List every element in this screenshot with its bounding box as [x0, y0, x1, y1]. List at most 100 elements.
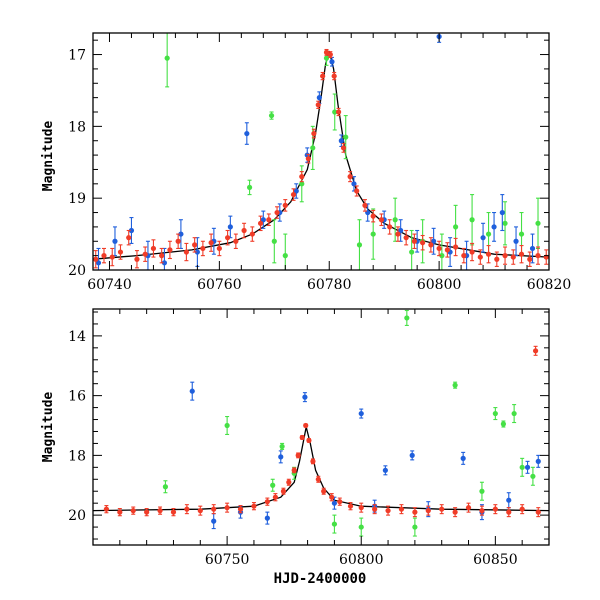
- data-point-green: [479, 481, 485, 501]
- data-point-red: [295, 452, 301, 459]
- data-point-red: [425, 505, 431, 516]
- data-point-red: [398, 504, 405, 515]
- data-point-red: [175, 233, 181, 250]
- data-point-green: [500, 420, 506, 428]
- data-point-red: [134, 250, 140, 269]
- data-point-blue: [491, 211, 497, 242]
- data-point-red: [494, 251, 500, 267]
- x-axis-label: HJD-2400000: [274, 571, 367, 587]
- data-point-red: [311, 128, 317, 139]
- data-point-red: [305, 153, 311, 164]
- data-point-red: [142, 246, 148, 262]
- x-tick-label: 60750: [205, 552, 250, 568]
- data-point-green: [331, 514, 338, 534]
- data-point-red: [347, 502, 354, 511]
- data-point-red: [323, 48, 330, 56]
- data-point-red: [518, 245, 525, 264]
- data-point-red: [299, 434, 305, 441]
- data-point-red: [453, 237, 459, 257]
- data-point-red: [340, 143, 347, 153]
- data-point-blue: [382, 465, 388, 476]
- data-point-red: [280, 487, 287, 495]
- data-point-green: [530, 466, 536, 486]
- data-point-red: [387, 219, 393, 235]
- data-point-red: [519, 504, 525, 515]
- x-tick-label: 60780: [307, 277, 352, 293]
- data-point-blue: [189, 381, 195, 401]
- axes-frame: [92, 308, 550, 546]
- x-tick-label: 60850: [473, 552, 518, 568]
- data-point-blue: [358, 408, 364, 419]
- data-point-blue: [398, 219, 404, 242]
- data-point-red: [535, 246, 541, 265]
- data-point-red: [117, 508, 123, 517]
- data-point-red: [103, 505, 110, 514]
- data-point-blue: [506, 492, 512, 509]
- data-point-blue: [331, 496, 338, 510]
- data-point-green: [164, 33, 170, 88]
- data-point-green: [519, 457, 525, 477]
- data-point-red: [347, 171, 353, 183]
- data-point-red: [144, 508, 150, 517]
- data-point-red: [370, 209, 376, 223]
- data-point-blue: [460, 451, 466, 465]
- data-point-red: [197, 505, 203, 516]
- data-point-red: [286, 478, 292, 486]
- data-point-red: [310, 458, 316, 465]
- x-tick-label: 60800: [417, 277, 462, 293]
- y-tick-label: 20: [68, 508, 86, 524]
- data-point-green: [279, 442, 285, 450]
- data-point-blue: [499, 194, 505, 232]
- data-point-red: [251, 502, 257, 511]
- data-point-red: [264, 497, 270, 506]
- data-point-green: [282, 233, 288, 270]
- data-point-red: [321, 487, 327, 495]
- data-point-red: [439, 504, 445, 515]
- bottom-panel: Magnitude 60750 60800 60850 14 16 18 20: [41, 308, 550, 568]
- data-point-green: [356, 219, 363, 270]
- data-point-red: [241, 222, 247, 239]
- data-point-red: [315, 100, 321, 109]
- bottom-ylabel: Magnitude: [41, 392, 56, 463]
- data-point-red: [249, 226, 255, 242]
- data-point-red: [535, 507, 541, 518]
- data-point-red: [130, 506, 136, 515]
- data-point-green: [270, 478, 276, 492]
- data-point-red: [411, 233, 417, 250]
- data-point-red: [303, 422, 309, 429]
- data-point-red: [532, 345, 539, 356]
- data-point-red: [126, 229, 132, 246]
- data-point-green: [404, 309, 410, 326]
- data-point-red: [403, 229, 409, 246]
- data-point-blue: [227, 215, 233, 239]
- data-point-blue: [128, 217, 135, 244]
- data-point-red: [510, 249, 516, 265]
- data-point-green: [343, 115, 349, 160]
- data-point-blue: [480, 222, 486, 253]
- data-point-blue: [278, 450, 284, 464]
- data-point-red: [420, 234, 426, 251]
- data-point-blue: [211, 513, 217, 530]
- data-point-red: [150, 239, 157, 258]
- data-point-red: [306, 437, 312, 444]
- data-point-red: [335, 107, 342, 117]
- data-point-red: [282, 199, 288, 212]
- y-tick-label: 14: [68, 329, 86, 345]
- y-tick-label: 19: [68, 191, 86, 207]
- data-point-blue: [338, 134, 344, 148]
- x-tick-label: 60740: [87, 277, 132, 293]
- data-point-red: [93, 250, 99, 269]
- data-point-red: [543, 249, 549, 265]
- data-point-green: [271, 219, 277, 264]
- data-point-red: [395, 226, 401, 242]
- data-point-red: [428, 237, 434, 253]
- data-point-red: [412, 507, 418, 518]
- data-point-red: [257, 215, 264, 232]
- data-point-blue: [194, 237, 200, 267]
- data-point-blue: [524, 460, 531, 474]
- data-point-red: [327, 51, 333, 58]
- data-point-green: [409, 229, 415, 270]
- data-point-green: [224, 415, 230, 436]
- data-point-blue: [95, 247, 102, 270]
